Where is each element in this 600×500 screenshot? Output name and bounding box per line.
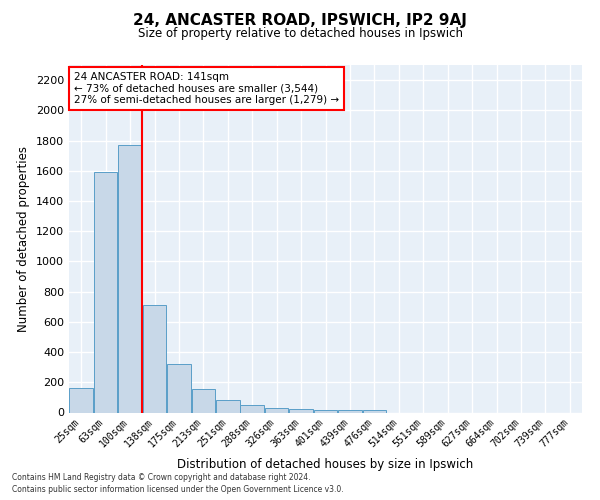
Text: Contains HM Land Registry data © Crown copyright and database right 2024.: Contains HM Land Registry data © Crown c… xyxy=(12,472,311,482)
Bar xyxy=(94,172,118,412)
Bar xyxy=(118,145,142,412)
X-axis label: Distribution of detached houses by size in Ipswich: Distribution of detached houses by size … xyxy=(178,458,473,470)
Text: 24, ANCASTER ROAD, IPSWICH, IP2 9AJ: 24, ANCASTER ROAD, IPSWICH, IP2 9AJ xyxy=(133,12,467,28)
Bar xyxy=(70,388,93,412)
Bar xyxy=(362,410,386,412)
Bar xyxy=(289,410,313,412)
Bar xyxy=(314,410,337,412)
Bar xyxy=(216,400,239,412)
Bar xyxy=(143,305,166,412)
Bar xyxy=(265,408,289,412)
Bar xyxy=(241,405,264,412)
Text: 24 ANCASTER ROAD: 141sqm
← 73% of detached houses are smaller (3,544)
27% of sem: 24 ANCASTER ROAD: 141sqm ← 73% of detach… xyxy=(74,72,339,105)
Text: Contains public sector information licensed under the Open Government Licence v3: Contains public sector information licen… xyxy=(12,485,344,494)
Bar xyxy=(338,410,362,412)
Y-axis label: Number of detached properties: Number of detached properties xyxy=(17,146,31,332)
Bar xyxy=(167,364,191,412)
Bar xyxy=(191,389,215,412)
Text: Size of property relative to detached houses in Ipswich: Size of property relative to detached ho… xyxy=(137,28,463,40)
